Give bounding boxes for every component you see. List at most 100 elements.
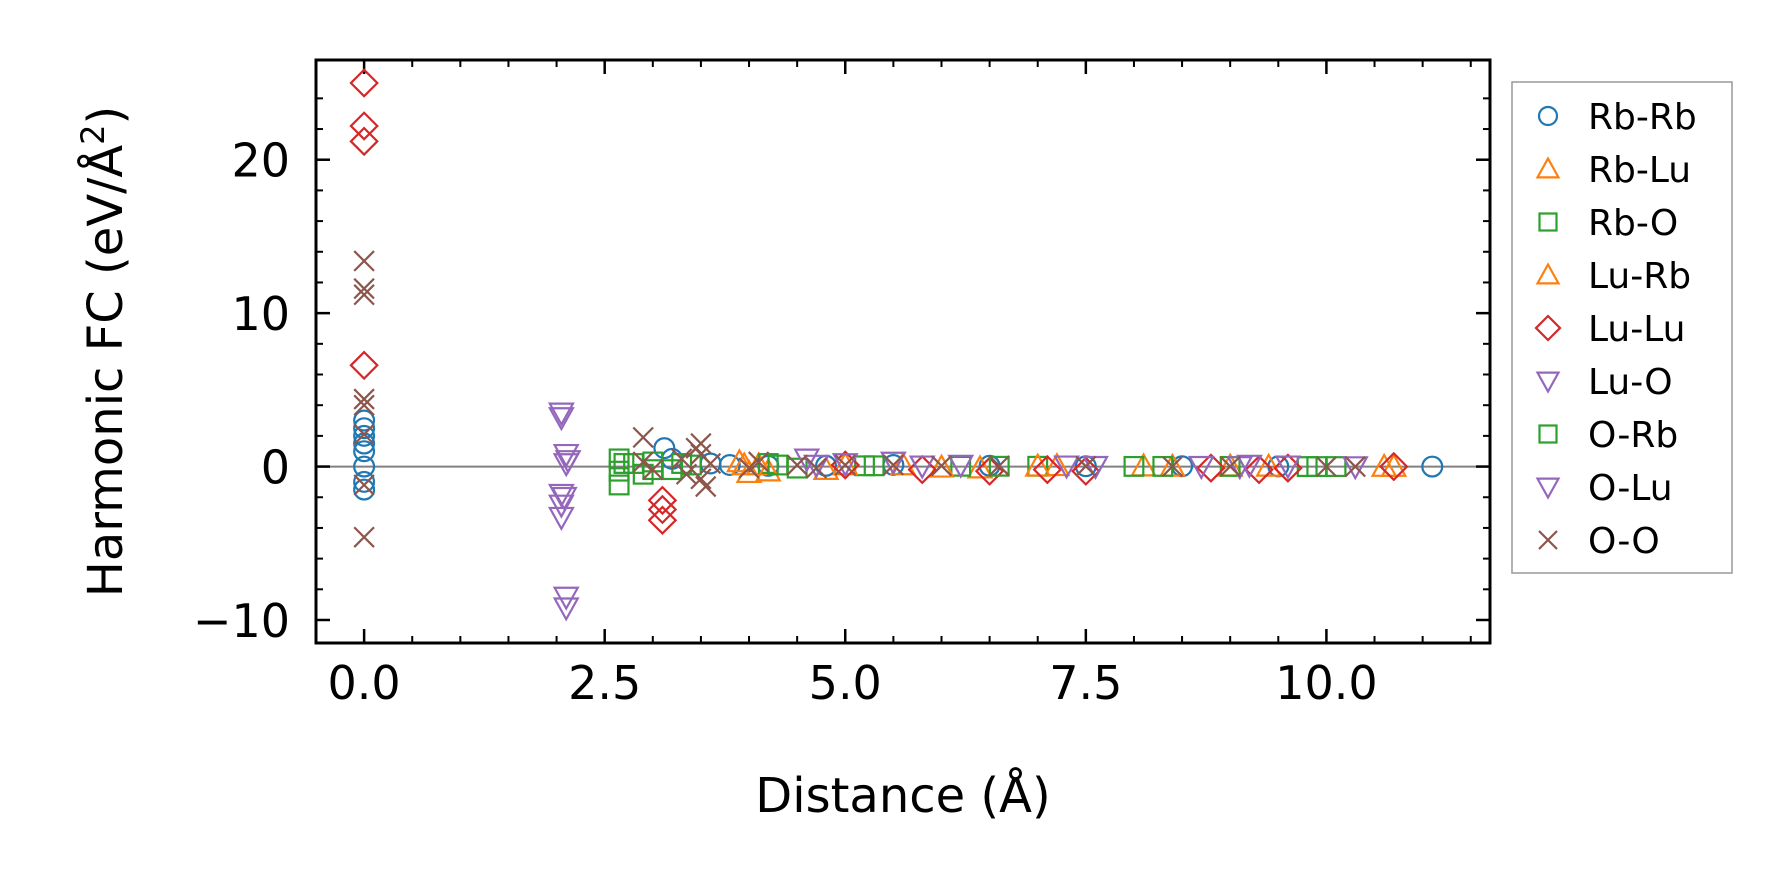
data-point: [550, 486, 578, 512]
data-point: [353, 284, 375, 306]
data-point: [632, 451, 654, 473]
legend-item: Rb-Lu: [1535, 150, 1691, 191]
data-point: [647, 485, 678, 516]
legend-label: Lu-O: [1588, 362, 1673, 403]
data-point: [547, 494, 575, 519]
data-point: [1196, 453, 1226, 483]
data-point: [1032, 454, 1063, 485]
legend-label: O-Lu: [1588, 468, 1673, 509]
data-point: [1187, 455, 1215, 481]
data-point: [353, 417, 376, 440]
data-point: [863, 455, 885, 477]
data-point: [988, 455, 1010, 477]
data-point: [547, 402, 575, 427]
data-point: [1123, 455, 1145, 477]
data-point: [1071, 456, 1101, 486]
y-axis-label-close: ): [78, 106, 134, 125]
data-point: [353, 394, 375, 416]
legend-marker: [1535, 371, 1561, 394]
plot-frame: [314, 58, 1492, 645]
legend-box: [1511, 81, 1733, 574]
data-point: [1043, 451, 1071, 477]
data-point: [642, 458, 664, 481]
data-point: [831, 453, 859, 478]
data-point: [966, 454, 994, 479]
data-point: [834, 454, 856, 476]
tick-labels: 0.0 2.5 5.0 7.5 10.0 −10 0 10 20: [193, 134, 1378, 710]
legend-marker: [1538, 530, 1558, 550]
data-point: [1161, 455, 1184, 478]
data-point: [353, 424, 376, 447]
legend: Rb-Rb Rb-Lu Rb-O Lu-Rb Lu-Lu Lu-O O-Rb O-Lu O-O: [1511, 81, 1733, 574]
data-point: [1421, 455, 1444, 478]
data-point: [547, 407, 575, 432]
data-point: [1315, 455, 1338, 478]
data-point: [353, 440, 376, 463]
legend-item: Rb-Rb: [1537, 97, 1697, 138]
data-point: [738, 457, 760, 479]
data-point: [632, 426, 654, 449]
legend-label: Rb-Rb: [1588, 97, 1697, 138]
data-point: [353, 388, 375, 410]
legend-marker: [1538, 424, 1558, 444]
legend-marker: [1537, 105, 1559, 127]
legend-item: Lu-Rb: [1535, 256, 1691, 297]
data-point: [1244, 454, 1274, 485]
series-rb-rb: [353, 409, 1444, 501]
legend-marker: [1538, 212, 1558, 232]
data-point: [608, 474, 630, 496]
x-tick-label: 2.5: [568, 656, 641, 710]
legend-item: O-Rb: [1538, 415, 1678, 456]
data-point: [1379, 451, 1409, 482]
data-point: [349, 111, 379, 141]
data-point: [349, 350, 379, 381]
x-tick-label: 7.5: [1049, 656, 1122, 710]
legend-label: Lu-Rb: [1588, 256, 1691, 297]
scatter-points: [349, 68, 1444, 622]
data-point: [1236, 454, 1263, 479]
data-point: [353, 455, 376, 478]
data-point: [349, 68, 379, 98]
y-tick-label: −10: [193, 594, 290, 648]
data-point: [805, 457, 828, 479]
legend-item: Lu-Lu: [1534, 309, 1685, 350]
series-o-o: [353, 250, 1366, 548]
legend-label: Lu-Lu: [1588, 309, 1685, 350]
data-point: [353, 526, 375, 548]
data-point: [1370, 452, 1398, 477]
data-point: [1053, 455, 1081, 480]
data-point: [767, 454, 789, 476]
y-tick-label: 20: [231, 134, 290, 188]
data-point: [608, 448, 630, 470]
legend-item: O-O: [1538, 521, 1660, 562]
legend-item: O-Lu: [1535, 468, 1673, 509]
data-point: [1274, 455, 1302, 480]
series-lu-o: [547, 402, 1302, 622]
data-point: [928, 453, 955, 478]
legend-label: O-O: [1588, 521, 1660, 562]
legend-marker: [1534, 314, 1562, 342]
legend-label: Rb-O: [1588, 203, 1678, 244]
data-point: [1024, 452, 1052, 477]
y-tick-label: 10: [231, 287, 290, 341]
data-point: [1344, 455, 1366, 478]
data-point: [353, 423, 375, 446]
legend-item: Rb-O: [1538, 203, 1678, 244]
legend-marker: [1535, 156, 1561, 179]
data-point: [754, 457, 782, 482]
data-point: [907, 454, 938, 485]
y-axis-label-superscript: 2: [74, 124, 112, 144]
data-point: [552, 443, 580, 469]
x-tick-label: 5.0: [809, 656, 882, 710]
data-point: [353, 409, 376, 432]
data-point: [882, 454, 905, 476]
data-point: [353, 470, 376, 493]
data-point: [608, 460, 630, 482]
x-tick-label: 10.0: [1275, 656, 1377, 710]
data-point: [802, 454, 830, 479]
data-point: [642, 459, 664, 481]
data-point: [349, 126, 379, 157]
data-point: [353, 478, 376, 501]
data-point: [786, 457, 808, 479]
data-point: [554, 450, 582, 475]
